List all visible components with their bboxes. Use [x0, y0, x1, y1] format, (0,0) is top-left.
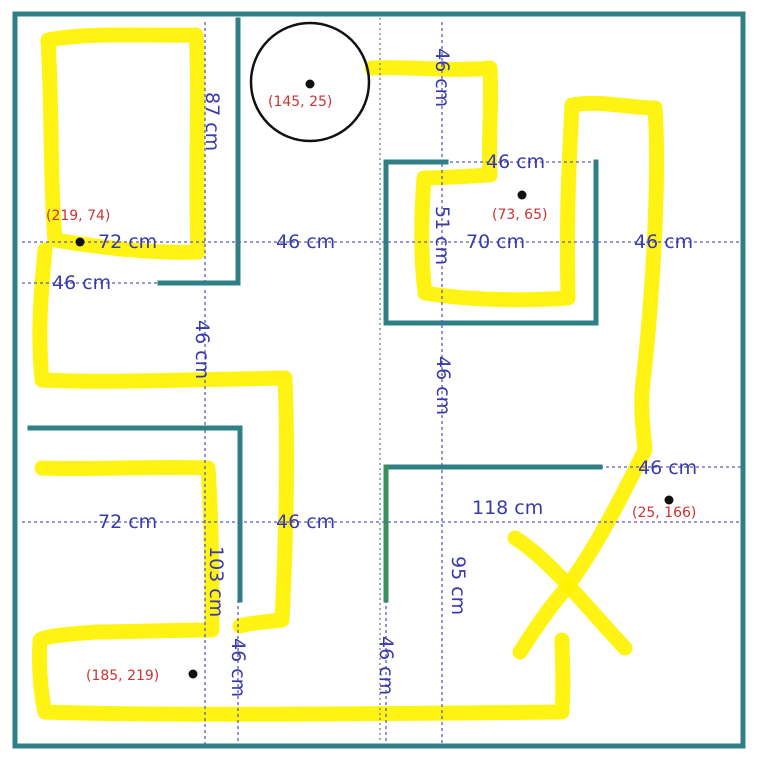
highlight-layer	[31, 27, 665, 722]
point-marker	[517, 190, 527, 200]
dimension-lines	[22, 18, 742, 744]
dimension-labels: 87 cm 46 cm 46 cm 72 cm 46 cm 51 cm 70 c…	[52, 48, 697, 697]
dim-right-wall-gap: 46 cm	[638, 457, 697, 479]
dim-top-center-gap: 46 cm	[431, 48, 453, 107]
dim-right-corridor: 46 cm	[634, 231, 693, 253]
dim-bottom-left-corridor: 46 cm	[276, 511, 335, 533]
dim-left-room-width: 72 cm	[98, 231, 157, 253]
dim-left-vertical-gap: 46 cm	[191, 320, 213, 379]
point-marker	[188, 669, 198, 679]
dim-room-box-top: 46 cm	[486, 151, 545, 173]
dim-bottom-left-width: 72 cm	[98, 511, 157, 533]
dim-bottom-center-gap: 46 cm	[375, 636, 397, 695]
interior-walls	[27, 17, 603, 603]
point-label: (73, 65)	[492, 207, 547, 223]
dim-box-height: 51 cm	[431, 206, 453, 265]
highlight-cross	[507, 530, 633, 656]
point-marker	[75, 237, 85, 247]
highlight-left-middle	[32, 242, 294, 634]
dim-bottom-right-height: 95 cm	[447, 556, 469, 615]
dim-left-wall-gap: 46 cm	[52, 272, 111, 294]
point-label: (219, 74)	[46, 208, 110, 224]
wall-center-box	[383, 159, 599, 326]
highlight-top-left	[40, 27, 206, 260]
dim-bottom-left-gap: 46 cm	[227, 638, 249, 697]
point-label: (185, 219)	[86, 668, 159, 684]
dim-bottom-left-height: 103 cm	[205, 546, 227, 617]
dim-left-corridor: 46 cm	[276, 231, 335, 253]
dim-bottom-right-width: 118 cm	[472, 497, 543, 519]
dim-center-vertical-gap: 46 cm	[432, 356, 454, 415]
point-marker	[664, 495, 674, 505]
highlight-top-box	[364, 60, 665, 660]
point-marker	[305, 79, 315, 89]
point-label: (145, 25)	[268, 94, 332, 110]
round-object	[249, 21, 371, 143]
dim-box-width: 70 cm	[466, 231, 525, 253]
outer-wall	[12, 11, 746, 749]
highlight-bottom-left	[31, 459, 571, 722]
point-label: (25, 166)	[632, 505, 696, 521]
coordinate-points: (145, 25) (219, 74) (73, 65) (25, 166) (…	[46, 79, 696, 684]
dim-left-top-wall-height: 87 cm	[201, 92, 223, 151]
